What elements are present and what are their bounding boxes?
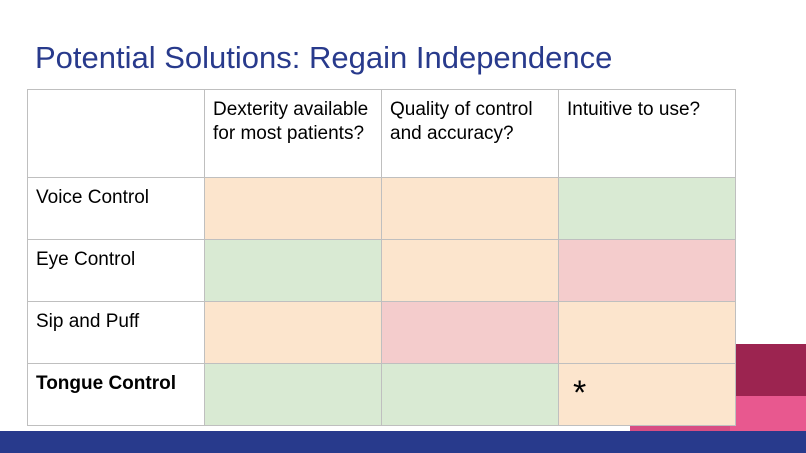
header-cell-quality: Quality of control and accuracy? — [381, 89, 559, 178]
header-cell-empty — [27, 89, 205, 178]
header-cell-intuitive: Intuitive to use? — [558, 89, 736, 178]
rating-cell — [204, 363, 382, 426]
footer-bar — [0, 431, 806, 453]
rating-cell — [381, 177, 559, 240]
table-row: Tongue Control * — [27, 363, 736, 426]
rating-cell — [558, 177, 736, 240]
rating-cell — [204, 301, 382, 364]
row-label: Tongue Control — [27, 363, 205, 426]
row-label: Voice Control — [27, 177, 205, 240]
table-row: Eye Control — [27, 239, 736, 302]
asterisk-mark: * — [573, 374, 587, 412]
rating-cell — [381, 363, 559, 426]
rating-cell — [558, 239, 736, 302]
rating-cell — [381, 301, 559, 364]
rating-cell: * — [558, 363, 736, 426]
rating-cell — [558, 301, 736, 364]
rating-cell — [204, 177, 382, 240]
rating-cell — [204, 239, 382, 302]
table-row: Voice Control — [27, 177, 736, 240]
table-row: Sip and Puff — [27, 301, 736, 364]
table-header-row: Dexterity available for most patients? Q… — [27, 89, 736, 178]
header-cell-dexterity: Dexterity available for most patients? — [204, 89, 382, 178]
rating-cell — [381, 239, 559, 302]
comparison-table: Dexterity available for most patients? Q… — [27, 89, 736, 426]
slide-title: Potential Solutions: Regain Independence — [35, 40, 613, 75]
row-label: Eye Control — [27, 239, 205, 302]
row-label: Sip and Puff — [27, 301, 205, 364]
